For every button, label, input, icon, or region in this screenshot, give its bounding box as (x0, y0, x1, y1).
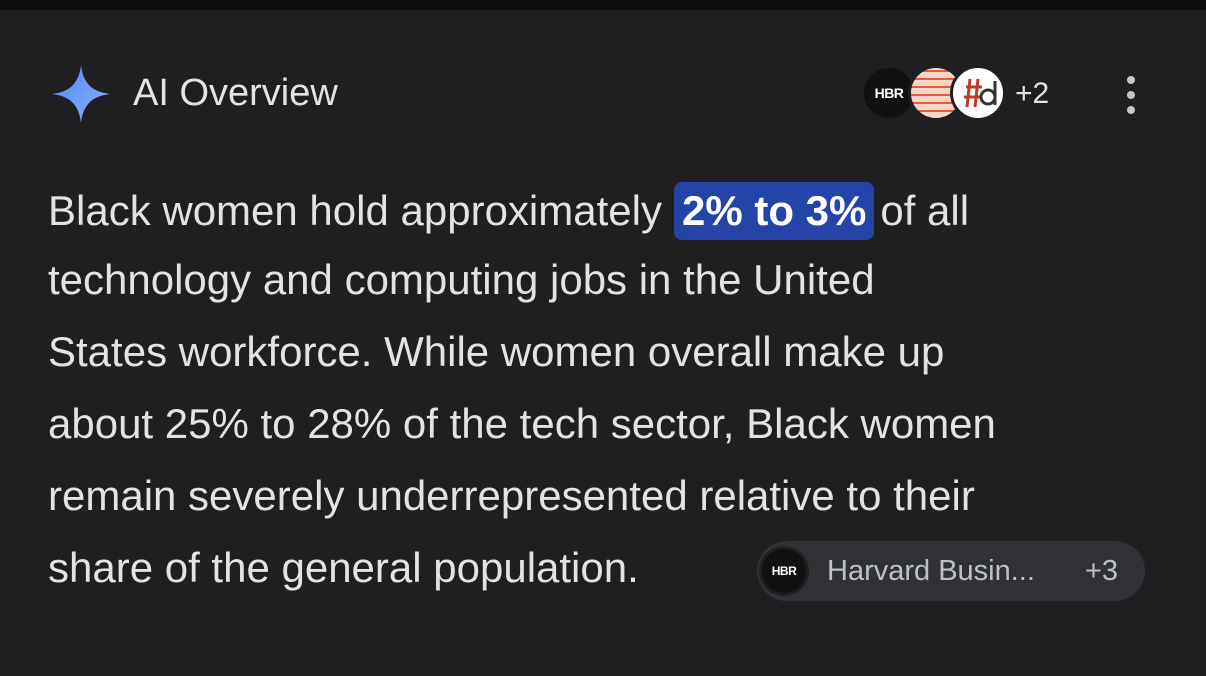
paragraph-line: share of the general population. (48, 544, 639, 591)
paragraph-line: States workforce. While women overall ma… (48, 328, 945, 375)
paragraph-line: technology and computing jobs in the Uni… (48, 256, 875, 303)
menu-button[interactable] (1118, 72, 1144, 118)
more-sources[interactable]: +2 (1015, 77, 1050, 110)
menu-dot (1127, 76, 1135, 84)
source-icon[interactable]: HBR (861, 65, 917, 121)
paragraph-line: about 25% to 28% of the tech sector, Bla… (48, 400, 996, 447)
overview-title: AI Overview (133, 72, 338, 114)
top-bar (0, 0, 1206, 10)
citation-icon-label: HBR (771, 564, 797, 578)
menu-dot (1127, 91, 1135, 99)
text: of all (880, 187, 970, 234)
source-icon[interactable] (950, 65, 1006, 121)
citation-chip[interactable]: HBR Harvard Busin... +3 (757, 541, 1145, 601)
source-icon-label: HBR (874, 85, 904, 101)
highlight: 2% to 3% (673, 182, 875, 240)
ai-star-icon (52, 65, 110, 123)
citation-icon: HBR (759, 546, 809, 596)
paragraph-line: Black women hold approximately 2% to 3% of… (48, 182, 969, 240)
paragraph-line: remain severely underrepresented relativ… (48, 472, 975, 519)
citation-more: +3 (1085, 555, 1119, 587)
source-logo (964, 78, 997, 108)
text: Black women hold approximately (48, 187, 662, 234)
citation-source: Harvard Busin... (827, 555, 1035, 587)
menu-dot (1127, 106, 1135, 114)
